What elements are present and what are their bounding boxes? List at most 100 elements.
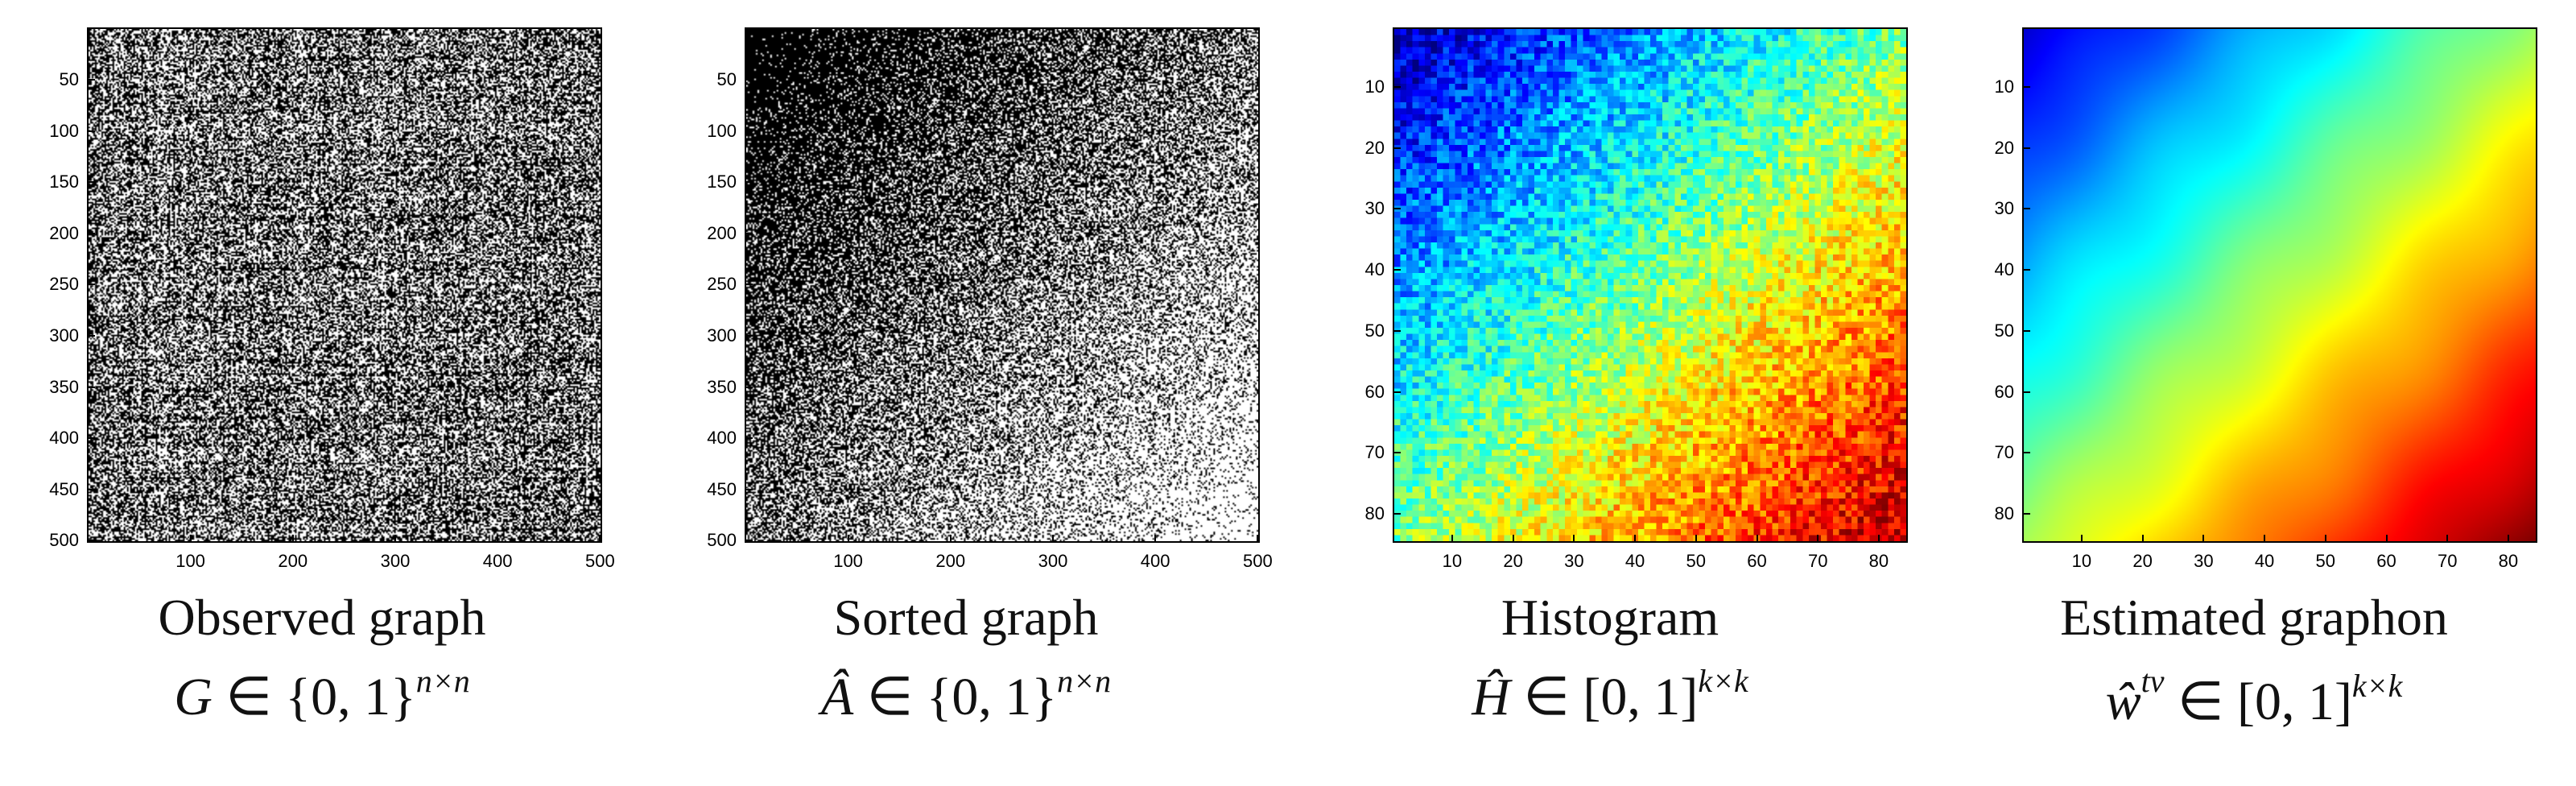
x-tick-mark <box>1573 535 1575 541</box>
y-tick-mark <box>746 130 753 132</box>
x-tick-label: 10 <box>1442 551 1463 571</box>
y-tick-label: 50 <box>1364 320 1385 341</box>
y-tick-label: 80 <box>1994 503 2014 523</box>
plot-sorted-graph <box>745 27 1260 543</box>
y-tick-mark <box>89 540 95 542</box>
y-tick-label: 200 <box>707 222 737 243</box>
y-tick-label: 400 <box>707 428 737 449</box>
formula-observed-graph: G ∈ {0, 1}n×n <box>174 663 470 726</box>
x-tick-mark <box>847 535 849 541</box>
y-tick-label: 50 <box>1994 320 2014 341</box>
x-tick-label: 40 <box>1624 551 1645 571</box>
y-tick-mark <box>89 232 95 234</box>
x-tick-mark <box>2507 535 2509 541</box>
x-tick-label: 500 <box>1243 551 1273 571</box>
y-tick-mark <box>2024 391 2030 393</box>
y-tick-label: 100 <box>49 120 79 141</box>
y-tick-mark <box>1394 208 1401 210</box>
y-tick-mark <box>1394 147 1401 149</box>
x-tick-mark <box>189 535 192 541</box>
x-tick-mark <box>1634 535 1637 541</box>
caption-estimated-graphon: Estimated graphon <box>2060 589 2448 646</box>
y-tick-mark <box>1394 269 1401 271</box>
x-tick-label: 30 <box>2194 551 2214 571</box>
x-tick-mark <box>1257 535 1259 541</box>
y-tick-label: 60 <box>1994 381 2014 402</box>
heatmap-estimated-graphon <box>2024 29 2536 541</box>
caption-observed-graph: Observed graph <box>158 589 486 646</box>
x-tick-mark <box>2141 535 2144 541</box>
heatmap-sorted-graph <box>746 29 1258 541</box>
x-tick-label: 50 <box>1686 551 1707 571</box>
plot-estimated-graphon <box>2022 27 2537 543</box>
x-tick-label: 200 <box>278 551 308 571</box>
x-tick-label: 60 <box>1747 551 1767 571</box>
x-tick-label: 400 <box>482 551 513 571</box>
y-tick-mark <box>89 78 95 81</box>
y-tick-mark <box>2024 85 2030 88</box>
x-tick-mark <box>2385 535 2388 541</box>
x-tick-label: 20 <box>2132 551 2153 571</box>
y-tick-mark <box>89 386 95 388</box>
x-tick-mark <box>1451 535 1453 541</box>
x-tick-label: 10 <box>2071 551 2092 571</box>
y-tick-label: 500 <box>707 530 737 551</box>
x-tick-mark <box>1512 535 1514 541</box>
y-tick-label: 10 <box>1994 76 2014 97</box>
y-tick-mark <box>2024 147 2030 149</box>
panel-estimated-graphon: Estimated graphon ŵtv ∈ [0, 1]k×k 10 20 30… <box>1932 0 2576 786</box>
formula-estimated-graphon: ŵtv ∈ [0, 1]k×k <box>2105 663 2403 731</box>
y-tick-mark <box>89 181 95 184</box>
x-tick-mark <box>291 535 294 541</box>
x-tick-label: 100 <box>833 551 863 571</box>
y-tick-label: 30 <box>1364 198 1385 219</box>
y-tick-label: 40 <box>1364 259 1385 280</box>
x-tick-label: 50 <box>2315 551 2336 571</box>
y-tick-mark <box>2024 452 2030 454</box>
y-tick-mark <box>1394 391 1401 393</box>
x-tick-mark <box>949 535 952 541</box>
x-tick-mark <box>599 535 601 541</box>
caption-sorted-graph: Sorted graph <box>833 589 1099 646</box>
x-tick-mark <box>1877 535 1880 541</box>
y-tick-mark <box>746 78 753 81</box>
x-tick-mark <box>1756 535 1758 541</box>
y-tick-label: 50 <box>59 68 79 89</box>
x-tick-label: 70 <box>1807 551 1828 571</box>
y-tick-mark <box>89 334 95 337</box>
y-tick-mark <box>89 488 95 490</box>
y-tick-mark <box>746 232 753 234</box>
y-tick-label: 80 <box>1364 503 1385 523</box>
heatmap-histogram <box>1394 29 1906 541</box>
x-tick-label: 400 <box>1140 551 1170 571</box>
x-tick-mark <box>497 535 499 541</box>
y-tick-label: 300 <box>49 325 79 345</box>
y-tick-mark <box>746 283 753 286</box>
formula-histogram: Ĥ ∈ [0, 1]k×k <box>1472 663 1748 726</box>
y-tick-mark <box>746 181 753 184</box>
x-tick-mark <box>1695 535 1697 541</box>
y-tick-label: 500 <box>49 530 79 551</box>
panel-sorted-graph: Sorted graph Â ∈ {0, 1}n×n 50 100 150 200 25… <box>644 0 1288 786</box>
x-tick-mark <box>2202 535 2205 541</box>
y-tick-label: 200 <box>49 222 79 243</box>
y-tick-label: 30 <box>1994 198 2014 219</box>
plot-histogram <box>1393 27 1908 543</box>
y-tick-mark <box>89 130 95 132</box>
x-tick-label: 300 <box>380 551 411 571</box>
y-tick-label: 70 <box>1994 442 2014 463</box>
x-tick-mark <box>2080 535 2083 541</box>
caption-histogram: Histogram <box>1501 589 1719 646</box>
plot-observed-graph <box>87 27 602 543</box>
x-tick-label: 200 <box>935 551 966 571</box>
y-tick-mark <box>2024 512 2030 515</box>
y-tick-mark <box>2024 329 2030 332</box>
y-tick-label: 20 <box>1994 137 2014 158</box>
y-tick-label: 10 <box>1364 76 1385 97</box>
x-tick-label: 80 <box>1868 551 1889 571</box>
y-tick-label: 250 <box>707 274 737 295</box>
x-tick-mark <box>394 535 396 541</box>
panel-observed-graph: Observed graph G ∈ {0, 1}n×n 50 100 150 200… <box>0 0 644 786</box>
x-tick-label: 80 <box>2498 551 2519 571</box>
x-tick-mark <box>1154 535 1157 541</box>
